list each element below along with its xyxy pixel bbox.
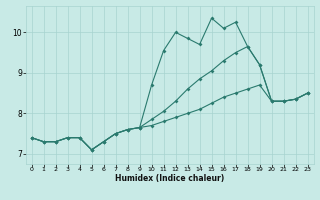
X-axis label: Humidex (Indice chaleur): Humidex (Indice chaleur) bbox=[115, 174, 224, 183]
